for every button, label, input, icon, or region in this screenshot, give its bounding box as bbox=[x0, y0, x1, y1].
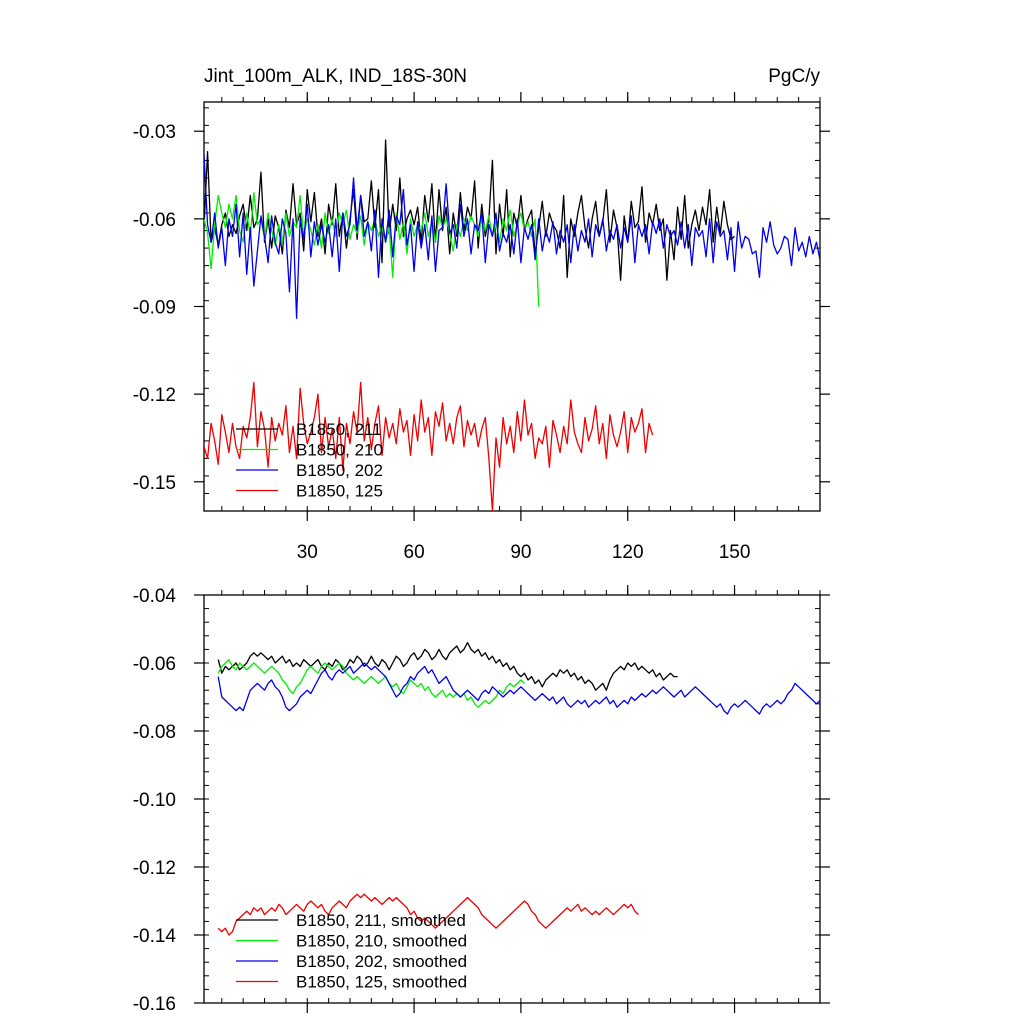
legend-label-1: B1850, 211, smoothed bbox=[296, 911, 466, 930]
y-tick-label: -0.15 bbox=[133, 473, 176, 494]
legend-label-4: B1850, 125, smoothed bbox=[296, 973, 467, 992]
series-line-4 bbox=[204, 381, 654, 511]
series-line-2 bbox=[217, 658, 525, 708]
legend-label-3: B1850, 202 bbox=[296, 461, 383, 480]
x-tick-label: 150 bbox=[719, 542, 751, 563]
top-panel: Jint_100m_ALK, IND_18S-30N PgC/y -0.03 -0… bbox=[133, 66, 830, 563]
x-tick-label: 30 bbox=[297, 542, 318, 563]
x-tick-label: 90 bbox=[510, 542, 531, 563]
top-panel-units: PgC/y bbox=[768, 66, 820, 87]
legend-label-2: B1850, 210 bbox=[296, 441, 383, 460]
y-tick-label: -0.12 bbox=[133, 858, 176, 879]
y-tick-label: -0.12 bbox=[133, 385, 176, 406]
x-tick-label: 120 bbox=[612, 542, 644, 563]
y-tick-label: -0.16 bbox=[133, 994, 176, 1015]
y-tick-label: -0.04 bbox=[133, 586, 177, 607]
legend-label-4: B1850, 125 bbox=[296, 482, 383, 501]
y-tick-label: -0.08 bbox=[133, 722, 176, 743]
series-line-1 bbox=[204, 139, 735, 281]
y-tick-label: -0.14 bbox=[133, 926, 177, 947]
series-line-1 bbox=[217, 641, 678, 691]
y-tick-label: -0.06 bbox=[133, 654, 176, 675]
y-tick-label: -0.09 bbox=[133, 298, 176, 319]
bottom-panel: -0.04 -0.06 -0.08 -0.10 -0.12 -0.14 -0.16 B1850… bbox=[133, 585, 830, 1015]
series-line-3 bbox=[204, 154, 820, 319]
y-tick-label: -0.06 bbox=[133, 210, 176, 231]
y-tick-label: -0.03 bbox=[133, 122, 176, 143]
series-line-4 bbox=[217, 893, 639, 936]
top-panel-title: Jint_100m_ALK, IND_18S-30N bbox=[204, 66, 467, 87]
legend-label-3: B1850, 202, smoothed bbox=[296, 952, 467, 971]
y-tick-label: -0.10 bbox=[133, 790, 176, 811]
legend-label-2: B1850, 210, smoothed bbox=[296, 932, 467, 951]
legend-label-1: B1850, 211 bbox=[296, 420, 382, 439]
series-line-3 bbox=[217, 662, 820, 715]
x-tick-label: 60 bbox=[404, 542, 425, 563]
